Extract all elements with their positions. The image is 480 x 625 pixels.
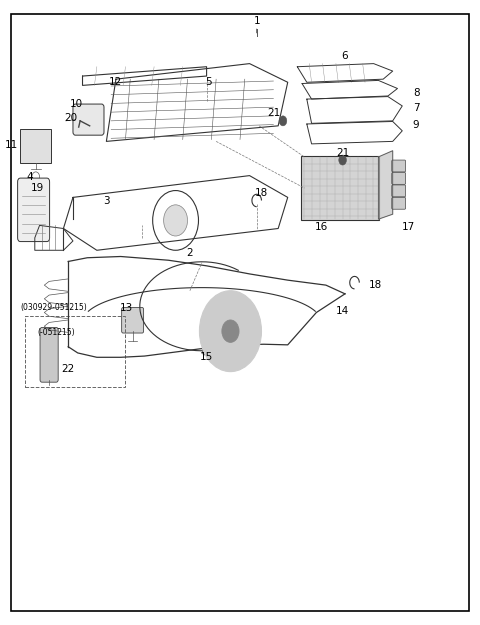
Polygon shape bbox=[378, 151, 393, 219]
FancyBboxPatch shape bbox=[301, 156, 379, 221]
Text: 9: 9 bbox=[413, 119, 420, 129]
Circle shape bbox=[222, 320, 239, 342]
Text: 19: 19 bbox=[31, 183, 44, 193]
Bar bbox=[25, 316, 125, 387]
Circle shape bbox=[199, 291, 262, 372]
Circle shape bbox=[279, 116, 287, 126]
Text: 4: 4 bbox=[27, 172, 33, 182]
Text: 11: 11 bbox=[5, 139, 19, 149]
Text: 21: 21 bbox=[267, 108, 280, 118]
Text: 6: 6 bbox=[342, 51, 348, 61]
FancyBboxPatch shape bbox=[121, 308, 144, 333]
Text: 14: 14 bbox=[336, 306, 348, 316]
FancyBboxPatch shape bbox=[392, 198, 406, 209]
FancyBboxPatch shape bbox=[40, 328, 58, 382]
Text: 3: 3 bbox=[103, 196, 110, 206]
FancyBboxPatch shape bbox=[73, 104, 104, 135]
Text: 13: 13 bbox=[120, 302, 133, 312]
FancyBboxPatch shape bbox=[392, 160, 406, 172]
FancyBboxPatch shape bbox=[18, 178, 49, 242]
FancyBboxPatch shape bbox=[392, 173, 406, 184]
Text: 18: 18 bbox=[369, 280, 382, 290]
Text: 2: 2 bbox=[187, 248, 193, 258]
Text: 10: 10 bbox=[70, 99, 83, 109]
Text: 12: 12 bbox=[109, 78, 122, 88]
Text: 15: 15 bbox=[200, 352, 213, 362]
Text: 16: 16 bbox=[314, 222, 328, 232]
Bar bbox=[21, 129, 51, 163]
Text: 18: 18 bbox=[255, 188, 268, 198]
Text: (-051215): (-051215) bbox=[37, 328, 75, 337]
FancyBboxPatch shape bbox=[203, 332, 220, 355]
Text: 1: 1 bbox=[253, 16, 260, 26]
Circle shape bbox=[164, 205, 188, 236]
Text: 20: 20 bbox=[64, 113, 77, 123]
Circle shape bbox=[339, 155, 347, 165]
Text: (030929-051215): (030929-051215) bbox=[21, 303, 87, 312]
Text: 21: 21 bbox=[336, 148, 349, 158]
Text: 17: 17 bbox=[401, 222, 415, 232]
Text: 22: 22 bbox=[61, 364, 74, 374]
FancyBboxPatch shape bbox=[392, 185, 406, 197]
Text: 8: 8 bbox=[413, 89, 420, 99]
Text: 7: 7 bbox=[413, 103, 420, 113]
Text: 5: 5 bbox=[205, 78, 212, 88]
